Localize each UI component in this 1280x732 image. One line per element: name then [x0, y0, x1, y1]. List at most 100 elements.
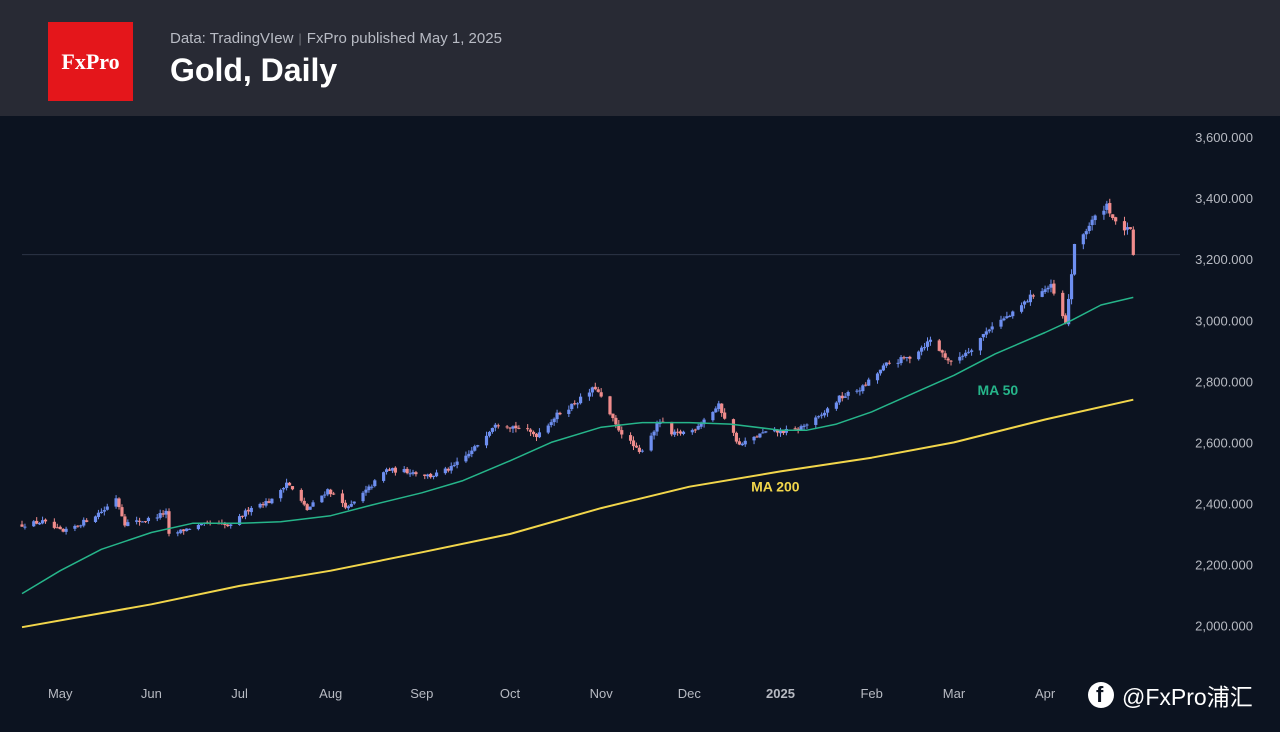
candle-body [505, 426, 509, 428]
candle-body [185, 528, 189, 532]
candle-body [402, 469, 406, 473]
candle-body [43, 519, 48, 522]
candle-body [531, 431, 536, 435]
candle-body [85, 520, 89, 522]
candle-body [861, 385, 865, 392]
candle-body [628, 435, 633, 441]
candle-body [1067, 298, 1071, 325]
candle-body [1002, 318, 1006, 321]
candle-body [484, 435, 489, 446]
candle-body [373, 480, 377, 487]
candle-body [223, 523, 227, 525]
candle-body [558, 412, 562, 415]
candle-body [270, 498, 274, 504]
candle-body [920, 347, 924, 352]
candle-body [323, 494, 327, 496]
candle-body [1114, 217, 1118, 222]
candle-body [590, 387, 594, 393]
candle-body [226, 524, 230, 527]
candle-body [517, 427, 521, 429]
annotations-group: MA 50 MA 200 [751, 382, 1018, 494]
candle-body [734, 432, 739, 442]
candle-body [96, 512, 101, 517]
candle-body [367, 486, 371, 491]
candle-body [490, 428, 494, 432]
candle-body [567, 409, 571, 414]
y-tick-label: 2,800.000 [1195, 374, 1253, 389]
candle-body [899, 357, 903, 364]
x-tick-label: Jun [141, 686, 162, 701]
candle-body [311, 502, 315, 507]
candle-body [1031, 295, 1035, 297]
candle-body [243, 510, 248, 517]
candle-body [970, 350, 974, 352]
candle-body [825, 408, 830, 413]
y-tick-label: 2,200.000 [1195, 558, 1253, 573]
candle-body [229, 524, 233, 526]
y-tick-label: 2,000.000 [1195, 619, 1253, 634]
candle-body [637, 447, 641, 452]
candle-body [620, 430, 624, 435]
candle-body [32, 521, 36, 527]
candle-body [655, 423, 659, 432]
candle-body [426, 474, 430, 477]
candle-body [693, 429, 697, 431]
candle-body [508, 427, 512, 429]
candle-body [1111, 214, 1115, 219]
candle-body [240, 515, 245, 517]
candle-body [884, 362, 888, 366]
candle-body [546, 425, 550, 433]
candle-body [393, 467, 397, 473]
candle-body [761, 432, 765, 434]
candle-body [496, 425, 500, 427]
candle-body [123, 516, 127, 526]
candle-body [649, 435, 653, 451]
candle-body [237, 516, 242, 525]
candle-body [431, 475, 436, 478]
candle-body [922, 347, 927, 349]
candle-body [249, 507, 253, 513]
candles-group [20, 198, 1135, 537]
candle-body [928, 339, 933, 342]
watermark-text: @FxPro浦汇 [1122, 684, 1253, 710]
source-line: Data: TradingVIew | FxPro published May 1,… [170, 30, 502, 47]
candle-body [120, 507, 124, 517]
x-tick-label: Dec [678, 686, 702, 701]
candle-body [408, 473, 412, 475]
candle-body [614, 417, 618, 425]
candle-body [1102, 210, 1106, 215]
candle-body [696, 426, 700, 430]
candle-body [140, 521, 145, 523]
candle-body [487, 431, 492, 436]
candle-body [449, 466, 453, 471]
x-tick-label: Oct [500, 686, 521, 701]
candle-body [282, 488, 286, 490]
x-axis: May Jun Jul Aug Sep Oct Nov Dec 2025 Feb Mar Apr [48, 686, 1056, 701]
candle-body [167, 511, 171, 534]
candle-body [881, 365, 886, 371]
candle-body [990, 326, 994, 330]
fxpro-logo: FxPro [48, 22, 133, 101]
candle-body [1005, 316, 1009, 319]
candle-body [949, 360, 953, 362]
candle-body [537, 432, 542, 438]
candle-body [320, 495, 324, 503]
candle-body [1028, 294, 1033, 303]
watermark: @FxPro浦汇 [1088, 678, 1253, 712]
candle-body [717, 403, 721, 409]
candle-body [1019, 305, 1024, 312]
candle-body [196, 524, 200, 530]
candle-body [967, 351, 971, 353]
candle-body [182, 529, 186, 532]
candle-body [999, 319, 1003, 327]
candle-body [764, 431, 768, 433]
candle-body [64, 528, 68, 532]
candle-body [823, 412, 827, 416]
candle-body [1061, 292, 1065, 317]
candle-body [617, 424, 621, 431]
candle-body [340, 493, 345, 504]
candle-body [55, 527, 59, 529]
candle-body [981, 334, 985, 338]
candle-body [382, 472, 386, 481]
candle-body [99, 511, 103, 514]
